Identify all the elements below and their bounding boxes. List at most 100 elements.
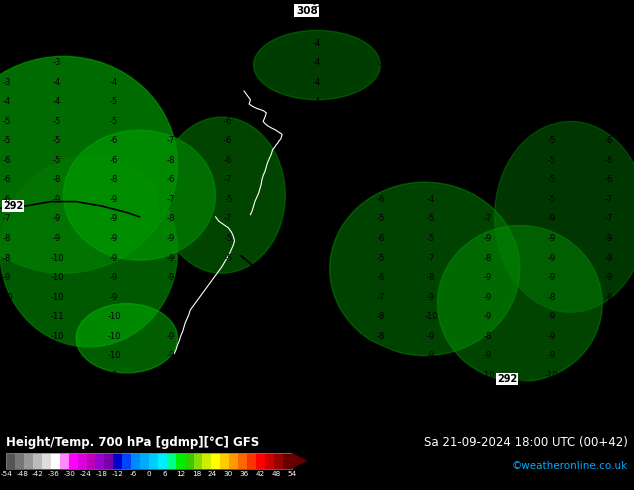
Text: -5: -5 (313, 117, 321, 126)
Text: -11: -11 (50, 390, 64, 399)
Text: -4: -4 (484, 98, 493, 106)
Text: -9: -9 (167, 253, 176, 263)
Text: -2: -2 (2, 58, 11, 68)
Text: -5: -5 (53, 156, 61, 165)
Text: -5: -5 (313, 136, 321, 146)
Bar (230, 453, 238, 468)
Text: 54: 54 (287, 471, 296, 477)
Text: -9: -9 (427, 332, 436, 341)
Text: -5: -5 (313, 156, 321, 165)
Text: 48: 48 (271, 471, 280, 477)
Bar (140, 453, 149, 468)
Text: -6: -6 (376, 234, 385, 243)
Text: -6: -6 (129, 471, 137, 477)
Text: -6: -6 (224, 136, 233, 146)
Text: -2: -2 (53, 39, 61, 48)
Text: -18: -18 (96, 471, 107, 477)
Text: Height/Temp. 700 hPa [gdmp][°C] GFS: Height/Temp. 700 hPa [gdmp][°C] GFS (6, 437, 259, 449)
Text: -6: -6 (110, 156, 119, 165)
Bar (77, 453, 87, 468)
Text: -6: -6 (604, 156, 613, 165)
Text: -2: -2 (547, 19, 556, 28)
Text: -3: -3 (484, 39, 493, 48)
Bar (105, 453, 113, 468)
Text: -8: -8 (604, 332, 613, 341)
Text: -4: -4 (427, 195, 436, 204)
Text: -6: -6 (313, 234, 321, 243)
Text: -5: -5 (376, 253, 385, 263)
Text: -4: -4 (484, 175, 493, 184)
Ellipse shape (0, 56, 178, 273)
Text: -9: -9 (110, 234, 119, 243)
Text: -8: -8 (313, 351, 321, 360)
Text: -7: -7 (224, 215, 233, 223)
Text: -9: -9 (110, 195, 119, 204)
Text: -8: -8 (167, 156, 176, 165)
Bar (256, 453, 265, 468)
Text: -4: -4 (484, 156, 493, 165)
Text: -4: -4 (376, 117, 385, 126)
Text: -9: -9 (110, 390, 119, 399)
Text: -9: -9 (484, 234, 493, 243)
Text: -4: -4 (53, 78, 61, 87)
Text: -6: -6 (224, 156, 233, 165)
Text: -10: -10 (0, 370, 13, 380)
Text: -4: -4 (167, 58, 176, 68)
Text: -6: -6 (313, 273, 321, 282)
Text: -4: -4 (376, 98, 385, 106)
Bar (6, 453, 292, 468)
Text: -7: -7 (2, 215, 11, 223)
Bar (211, 453, 220, 468)
Text: -8: -8 (110, 175, 119, 184)
Text: -48: -48 (16, 471, 28, 477)
Text: -10: -10 (107, 332, 121, 341)
Text: -10: -10 (50, 332, 64, 341)
Ellipse shape (76, 303, 178, 373)
Text: -3: -3 (167, 0, 176, 9)
Text: -5: -5 (313, 0, 321, 9)
Text: -2: -2 (547, 39, 556, 48)
Text: -9: -9 (167, 312, 176, 321)
Text: -2: -2 (547, 0, 556, 9)
Text: -5: -5 (53, 136, 61, 146)
Text: -9: -9 (484, 351, 493, 360)
Ellipse shape (495, 122, 634, 312)
Text: -5: -5 (604, 78, 613, 87)
Text: -10: -10 (0, 293, 13, 301)
Text: -7: -7 (427, 253, 436, 263)
Text: -5: -5 (484, 136, 493, 146)
Text: -1: -1 (2, 0, 11, 9)
Text: -2: -2 (484, 19, 493, 28)
Text: -4: -4 (427, 78, 436, 87)
Text: -8: -8 (2, 234, 11, 243)
Text: -9: -9 (167, 332, 176, 341)
Text: -9: -9 (604, 273, 613, 282)
Text: -9: -9 (53, 215, 61, 223)
Bar (51, 453, 60, 468)
Text: -3: -3 (2, 78, 11, 87)
Text: -6: -6 (2, 175, 11, 184)
Bar (247, 453, 256, 468)
Text: -3: -3 (110, 0, 119, 9)
Bar (113, 453, 122, 468)
Text: -9: -9 (110, 253, 119, 263)
Text: 292: 292 (3, 201, 23, 211)
Text: -2: -2 (53, 19, 61, 28)
Text: -10: -10 (50, 293, 64, 301)
Text: -2: -2 (427, 0, 436, 9)
Text: -11: -11 (50, 370, 64, 380)
Text: -3: -3 (604, 39, 613, 48)
Ellipse shape (254, 30, 380, 100)
Text: -8: -8 (376, 332, 385, 341)
Ellipse shape (158, 117, 285, 273)
Text: -8: -8 (313, 332, 321, 341)
Text: -4: -4 (484, 195, 493, 204)
Text: -6: -6 (313, 253, 321, 263)
Text: -7: -7 (484, 215, 493, 223)
Text: -5: -5 (224, 58, 233, 68)
Text: -1: -1 (53, 0, 61, 9)
Text: -10: -10 (0, 312, 13, 321)
Text: -2: -2 (604, 0, 613, 9)
Text: -5: -5 (427, 136, 436, 146)
Text: -9: -9 (110, 273, 119, 282)
